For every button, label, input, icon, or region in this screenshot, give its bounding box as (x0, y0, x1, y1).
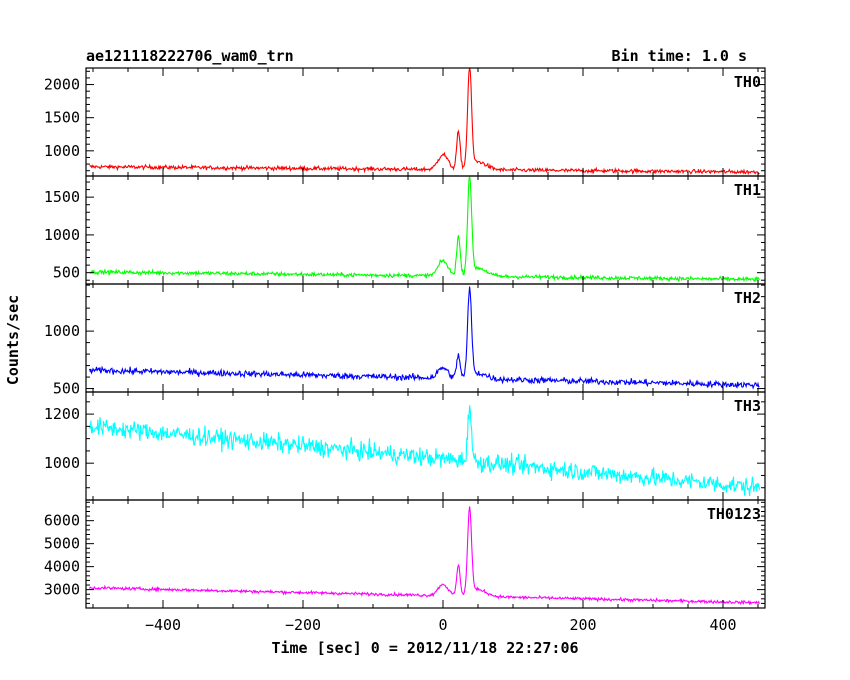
y-tick-label: 4000 (44, 558, 80, 576)
bin-time-label: Bin time: 1.0 s (612, 47, 747, 65)
panel-frame-th0 (85, 67, 766, 177)
series-line-th0 (89, 67, 760, 176)
y-tick-label: 500 (53, 380, 80, 398)
x-tick-label: −400 (145, 616, 181, 634)
panel-frame-th1 (85, 175, 766, 285)
y-tick-label: 5000 (44, 535, 80, 553)
series-line-th1 (89, 175, 760, 283)
y-tick-label: 1500 (44, 188, 80, 206)
panel-frame-th0123 (85, 499, 766, 609)
panel-frame-th2 (85, 283, 766, 393)
x-axis-label: Time [sec] 0 = 2012/11/18 22:27:06 (271, 639, 578, 657)
panels-group: TH0100015002000TH150010001500TH25001000T… (44, 67, 766, 634)
x-tick-label: 400 (709, 616, 736, 634)
x-tick-label: −200 (285, 616, 321, 634)
y-tick-label: 1000 (44, 322, 80, 340)
y-tick-label: 1000 (44, 226, 80, 244)
panel-label-th0123: TH0123 (707, 505, 761, 523)
x-tick-label: 200 (569, 616, 596, 634)
panel-frame-th3 (85, 391, 766, 501)
y-tick-label: 1000 (44, 454, 80, 472)
y-tick-label: 1200 (44, 405, 80, 423)
x-tick-label: 0 (438, 616, 447, 634)
y-tick-label: 2000 (44, 76, 80, 94)
panel-label-th2: TH2 (734, 289, 761, 307)
y-tick-label: 500 (53, 264, 80, 282)
panel-label-th1: TH1 (734, 181, 761, 199)
y-tick-label: 3000 (44, 581, 80, 599)
series-line-th3 (88, 405, 760, 497)
panel-label-th0: TH0 (734, 73, 761, 91)
series-line-th0123 (89, 506, 760, 606)
y-tick-label: 1500 (44, 109, 80, 127)
y-axis-label: Counts/sec (4, 295, 22, 385)
y-tick-label: 6000 (44, 512, 80, 530)
panel-label-th3: TH3 (734, 397, 761, 415)
chart-title: ae121118222706_wam0_trn (86, 47, 294, 65)
series-line-th2 (88, 286, 760, 390)
y-tick-label: 1000 (44, 142, 80, 160)
